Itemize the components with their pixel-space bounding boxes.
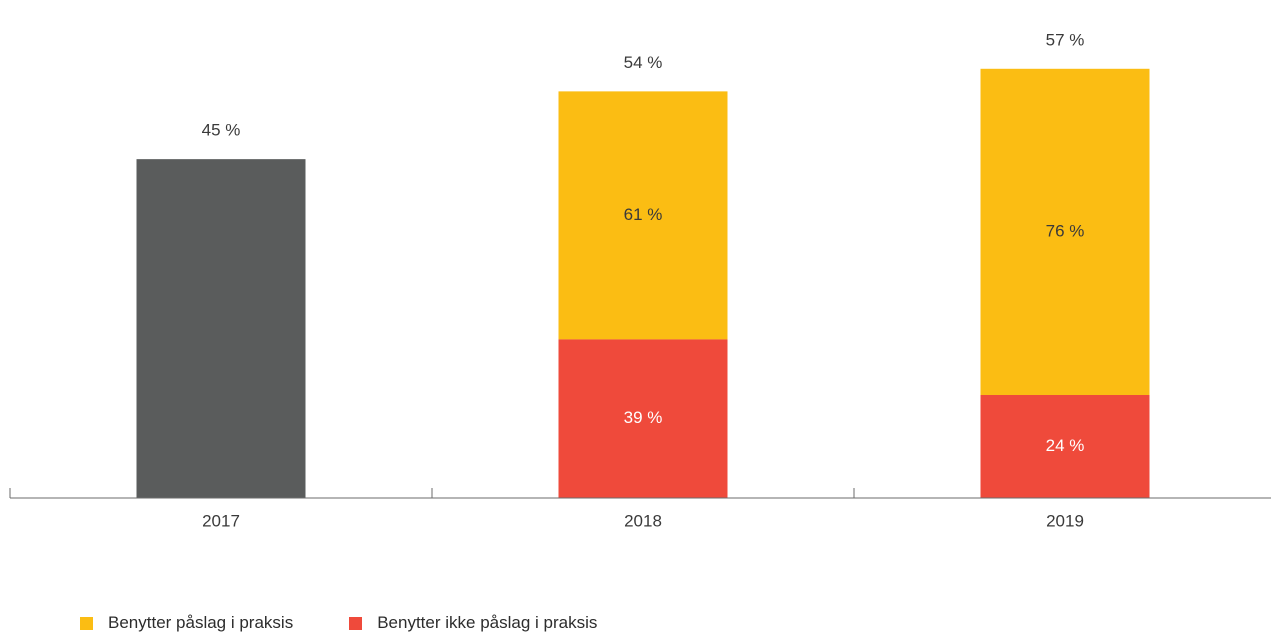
legend-swatch-red bbox=[349, 616, 363, 630]
legend-label: Benytter påslag i praksis bbox=[108, 613, 294, 632]
legend-swatch-yellow bbox=[80, 616, 93, 630]
legend-label: Benytter ikke påslag i praksis bbox=[377, 613, 598, 632]
bar-segment-upper-2018 bbox=[558, 91, 728, 340]
total-label-2017: 45 % bbox=[202, 121, 241, 140]
segment-label-lower-2018: 39 % bbox=[624, 408, 663, 427]
segment-label-upper-2018: 61 % bbox=[624, 205, 663, 224]
x-tick-label-2018: 2018 bbox=[624, 511, 662, 530]
x-tick-label-2019: 2019 bbox=[1046, 511, 1084, 530]
x-tick-label-2017: 2017 bbox=[202, 511, 240, 530]
bar-2017 bbox=[136, 159, 306, 498]
legend-item-benytter-paslag: Benytter påslag i praksis bbox=[80, 613, 293, 633]
total-label-2019: 57 % bbox=[1046, 30, 1085, 49]
bar-segment-upper-2019 bbox=[980, 68, 1150, 395]
chart-legend: Benytter påslag i praksis Benytter ikke … bbox=[80, 613, 597, 633]
total-label-2018: 54 % bbox=[624, 53, 663, 72]
segment-label-lower-2019: 24 % bbox=[1046, 436, 1085, 455]
legend-item-benytter-ikke-paslag: Benytter ikke påslag i praksis bbox=[349, 613, 597, 633]
bar-segment-lower-2018 bbox=[558, 339, 728, 498]
segment-label-upper-2019: 76 % bbox=[1046, 221, 1085, 240]
bar-segment-lower-2019 bbox=[980, 394, 1150, 498]
